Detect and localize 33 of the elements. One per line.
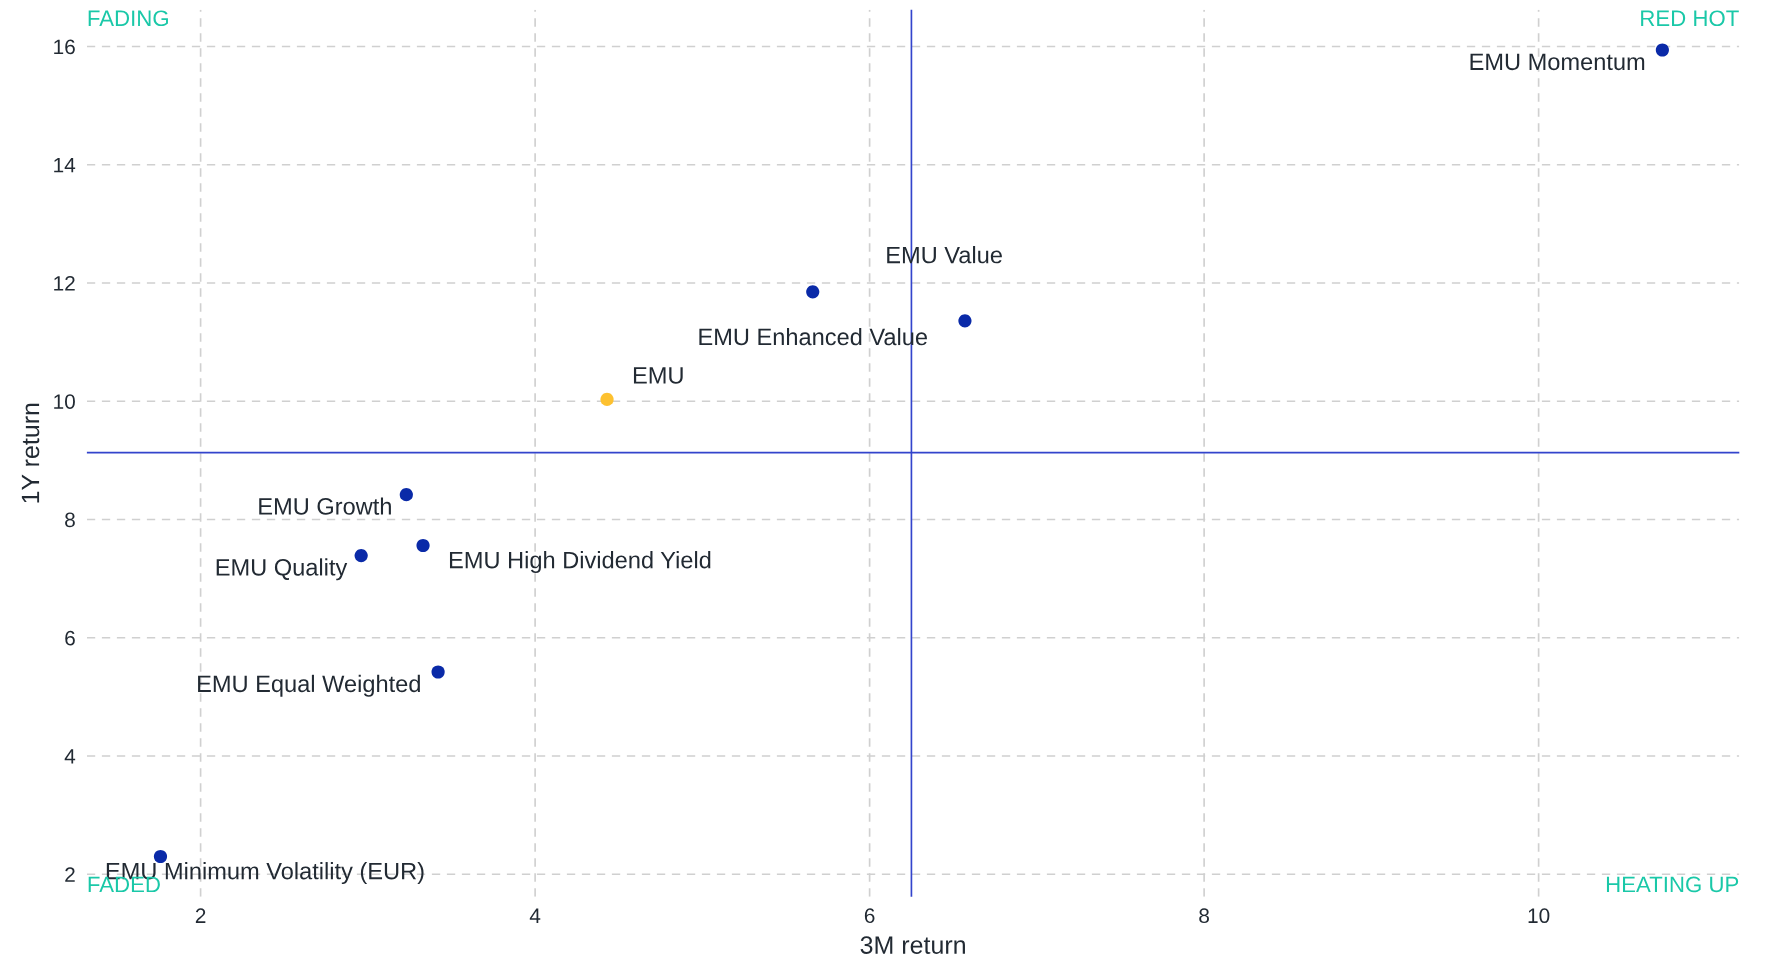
point bbox=[806, 285, 820, 299]
x-tick-label: 6 bbox=[864, 908, 875, 924]
point bbox=[958, 314, 972, 328]
point bbox=[600, 392, 614, 407]
annotation: EMU High Dividend Yield bbox=[449, 551, 711, 574]
y-tick-label: 4 bbox=[64, 749, 76, 764]
point bbox=[1655, 43, 1669, 57]
annotation: FADING bbox=[88, 10, 168, 27]
y-tick-label: 8 bbox=[65, 512, 75, 528]
point bbox=[399, 488, 413, 502]
x-tick-label: 2 bbox=[195, 908, 206, 923]
y-tick-label: 2 bbox=[65, 867, 75, 882]
x-tick-label: 4 bbox=[529, 908, 541, 923]
annotation: EMU bbox=[633, 367, 683, 384]
annotation: EMU Equal Weighted bbox=[198, 674, 420, 697]
y-tick-label: 14 bbox=[54, 157, 76, 173]
point bbox=[431, 665, 445, 679]
annotation: RED HOT bbox=[1641, 10, 1739, 27]
y-tick-label: 10 bbox=[54, 394, 75, 409]
point bbox=[153, 849, 168, 864]
point bbox=[416, 538, 430, 553]
annotation: HEATING UP bbox=[1606, 876, 1739, 893]
annotation: EMU Growth bbox=[259, 497, 391, 515]
x-tick-label: 10 bbox=[1528, 908, 1550, 924]
y-axis-title: 1Y return bbox=[21, 403, 40, 503]
annotation: EMU Quality bbox=[216, 558, 348, 581]
y-tick-label: 12 bbox=[54, 275, 75, 291]
x-axis-title: 3M return bbox=[860, 936, 965, 954]
annotation: EMU Momentum bbox=[1470, 53, 1645, 71]
y-tick-label: 16 bbox=[54, 39, 75, 55]
y-tick-label: 6 bbox=[65, 630, 75, 646]
x-tick-label: 8 bbox=[1199, 908, 1209, 924]
point bbox=[354, 548, 368, 563]
